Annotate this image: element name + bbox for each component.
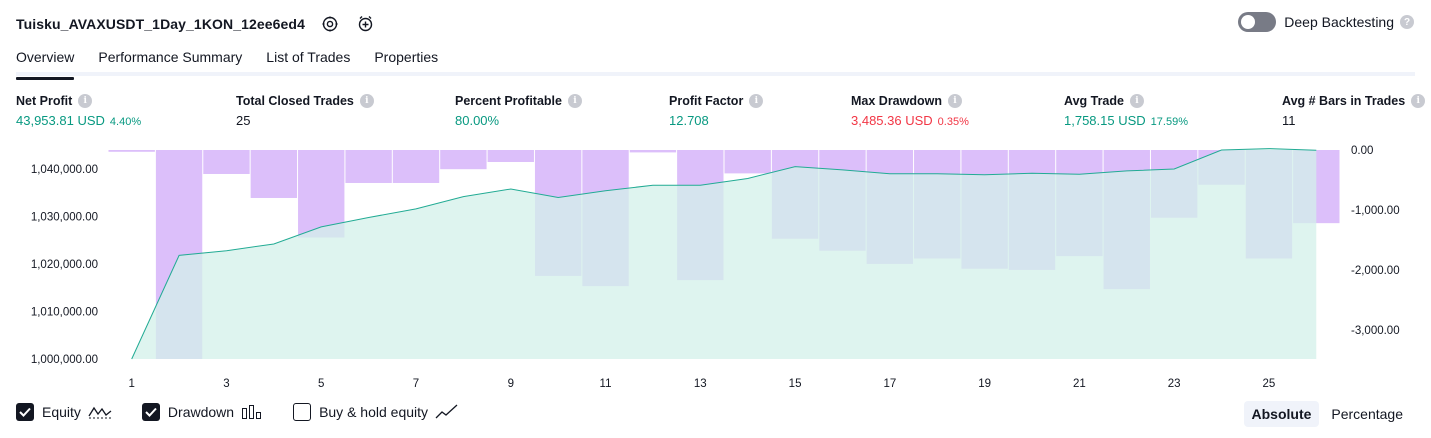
- info-icon[interactable]: i: [1411, 94, 1425, 108]
- metric-label: Avg Trade: [1064, 94, 1124, 108]
- legend-label: Drawdown: [168, 404, 234, 420]
- equity-drawdown-chart[interactable]: 1,040,000.00 1,030,000.00 1,020,000.00 1,01…: [0, 140, 1431, 396]
- settings-gear-icon[interactable]: [319, 13, 341, 35]
- drawdown-bar: [488, 150, 534, 162]
- x-axis-tick-label: 5: [318, 378, 324, 390]
- left-axis-tick-label: 1,010,000.00: [31, 307, 98, 319]
- info-icon[interactable]: i: [1130, 94, 1144, 108]
- x-axis-tick-label: 3: [223, 378, 229, 390]
- metric-value: 12.708: [669, 113, 709, 128]
- metric-avg-trade: Avg Trade i 1,758.15 USD 17.59%: [1064, 94, 1188, 128]
- left-axis-tick-label: 1,040,000.00: [31, 164, 98, 176]
- buy-hold-checkbox[interactable]: [293, 403, 311, 421]
- drawdown-checkbox[interactable]: [142, 403, 160, 421]
- drawdown-bars-icon: [241, 404, 263, 420]
- info-icon[interactable]: i: [78, 94, 92, 108]
- report-tabs: Overview Performance Summary List of Tra…: [16, 44, 1415, 76]
- tab-list-of-trades[interactable]: List of Trades: [266, 44, 350, 76]
- metric-percent: 17.59%: [1151, 116, 1188, 128]
- help-icon[interactable]: ?: [1400, 15, 1414, 29]
- drawdown-bar: [440, 150, 486, 169]
- metric-label: Avg # Bars in Trades: [1282, 94, 1405, 108]
- drawdown-bar: [345, 150, 391, 183]
- metric-profit-factor: Profit Factor i 12.708: [669, 94, 763, 128]
- left-axis-tick-label: 1,020,000.00: [31, 259, 98, 271]
- chart-legend: Equity Drawdown Buy & hold equity: [16, 403, 489, 421]
- deep-backtesting-label: Deep Backtesting: [1284, 14, 1394, 30]
- right-axis-tick-label: -1,000.00: [1351, 205, 1400, 217]
- metric-label: Net Profit: [16, 94, 72, 108]
- drawdown-bar: [725, 150, 771, 173]
- buy-hold-line-icon: [435, 404, 459, 420]
- deep-backtesting-control: Deep Backtesting ?: [1238, 12, 1414, 32]
- right-axis-tick-label: 0.00: [1351, 145, 1373, 157]
- metric-total-closed-trades: Total Closed Trades i 25: [236, 94, 374, 128]
- metric-value: 25: [236, 113, 250, 128]
- metric-avg-bars-in-trades: Avg # Bars in Trades i 11: [1282, 94, 1425, 128]
- metric-label: Max Drawdown: [851, 94, 942, 108]
- left-axis-tick-label: 1,030,000.00: [31, 212, 98, 224]
- x-axis-tick-label: 21: [1073, 378, 1086, 390]
- metric-percent: 0.35%: [938, 116, 969, 128]
- legend-label: Equity: [42, 404, 81, 420]
- metric-net-profit: Net Profit i 43,953.81 USD 4.40%: [16, 94, 141, 128]
- x-axis-tick-label: 25: [1263, 378, 1276, 390]
- drawdown-bar: [393, 150, 439, 183]
- info-icon[interactable]: i: [749, 94, 763, 108]
- tab-performance-summary[interactable]: Performance Summary: [98, 44, 242, 76]
- right-axis-tick-label: -3,000.00: [1351, 325, 1400, 337]
- info-icon[interactable]: i: [360, 94, 374, 108]
- metric-percent: 4.40%: [110, 116, 141, 128]
- metric-label: Total Closed Trades: [236, 94, 354, 108]
- deep-backtesting-toggle[interactable]: [1238, 12, 1276, 32]
- metric-value: 80.00%: [455, 113, 499, 128]
- metric-value: 43,953.81 USD: [16, 113, 105, 128]
- left-axis-tick-label: 1,000,000.00: [31, 354, 98, 366]
- info-icon[interactable]: i: [568, 94, 582, 108]
- x-axis-tick-label: 7: [413, 378, 419, 390]
- strategy-header: Tuisku_AVAXUSDT_1Day_1KON_12ee6ed4: [16, 10, 377, 38]
- drawdown-bar: [203, 150, 249, 174]
- x-axis-tick-label: 9: [508, 378, 514, 390]
- legend-drawdown[interactable]: Drawdown: [142, 403, 263, 421]
- x-axis-tick-label: 11: [600, 378, 612, 390]
- x-axis-tick-label: 15: [789, 378, 802, 390]
- right-axis-tick-label: -2,000.00: [1351, 265, 1400, 277]
- metric-max-drawdown: Max Drawdown i 3,485.36 USD 0.35%: [851, 94, 969, 128]
- metric-label: Percent Profitable: [455, 94, 562, 108]
- x-axis-tick-label: 19: [978, 378, 991, 390]
- info-icon[interactable]: i: [948, 94, 962, 108]
- drawdown-bar: [630, 150, 676, 152]
- add-alert-clock-icon[interactable]: [355, 13, 377, 35]
- x-axis-tick-label: 23: [1168, 378, 1181, 390]
- value-mode-switch: Absolute Percentage: [1240, 401, 1412, 427]
- legend-equity[interactable]: Equity: [16, 403, 112, 421]
- equity-wave-icon: [88, 404, 112, 420]
- percentage-mode-button[interactable]: Percentage: [1323, 401, 1411, 427]
- metric-value: 11: [1282, 113, 1296, 128]
- metric-label: Profit Factor: [669, 94, 743, 108]
- legend-buy-hold-equity[interactable]: Buy & hold equity: [293, 403, 459, 421]
- metric-value: 3,485.36 USD: [851, 113, 933, 128]
- legend-label: Buy & hold equity: [319, 404, 428, 420]
- x-axis-tick-label: 1: [128, 378, 134, 390]
- tab-overview[interactable]: Overview: [16, 44, 74, 76]
- metric-value: 1,758.15 USD: [1064, 113, 1146, 128]
- x-axis-tick-label: 17: [883, 378, 896, 390]
- drawdown-bar: [109, 150, 155, 152]
- equity-checkbox[interactable]: [16, 403, 34, 421]
- drawdown-bar: [251, 150, 297, 198]
- metric-percent-profitable: Percent Profitable i 80.00%: [455, 94, 582, 128]
- x-axis-tick-label: 13: [694, 378, 707, 390]
- strategy-title: Tuisku_AVAXUSDT_1Day_1KON_12ee6ed4: [16, 16, 305, 32]
- absolute-mode-button[interactable]: Absolute: [1244, 401, 1320, 427]
- tab-properties[interactable]: Properties: [374, 44, 438, 76]
